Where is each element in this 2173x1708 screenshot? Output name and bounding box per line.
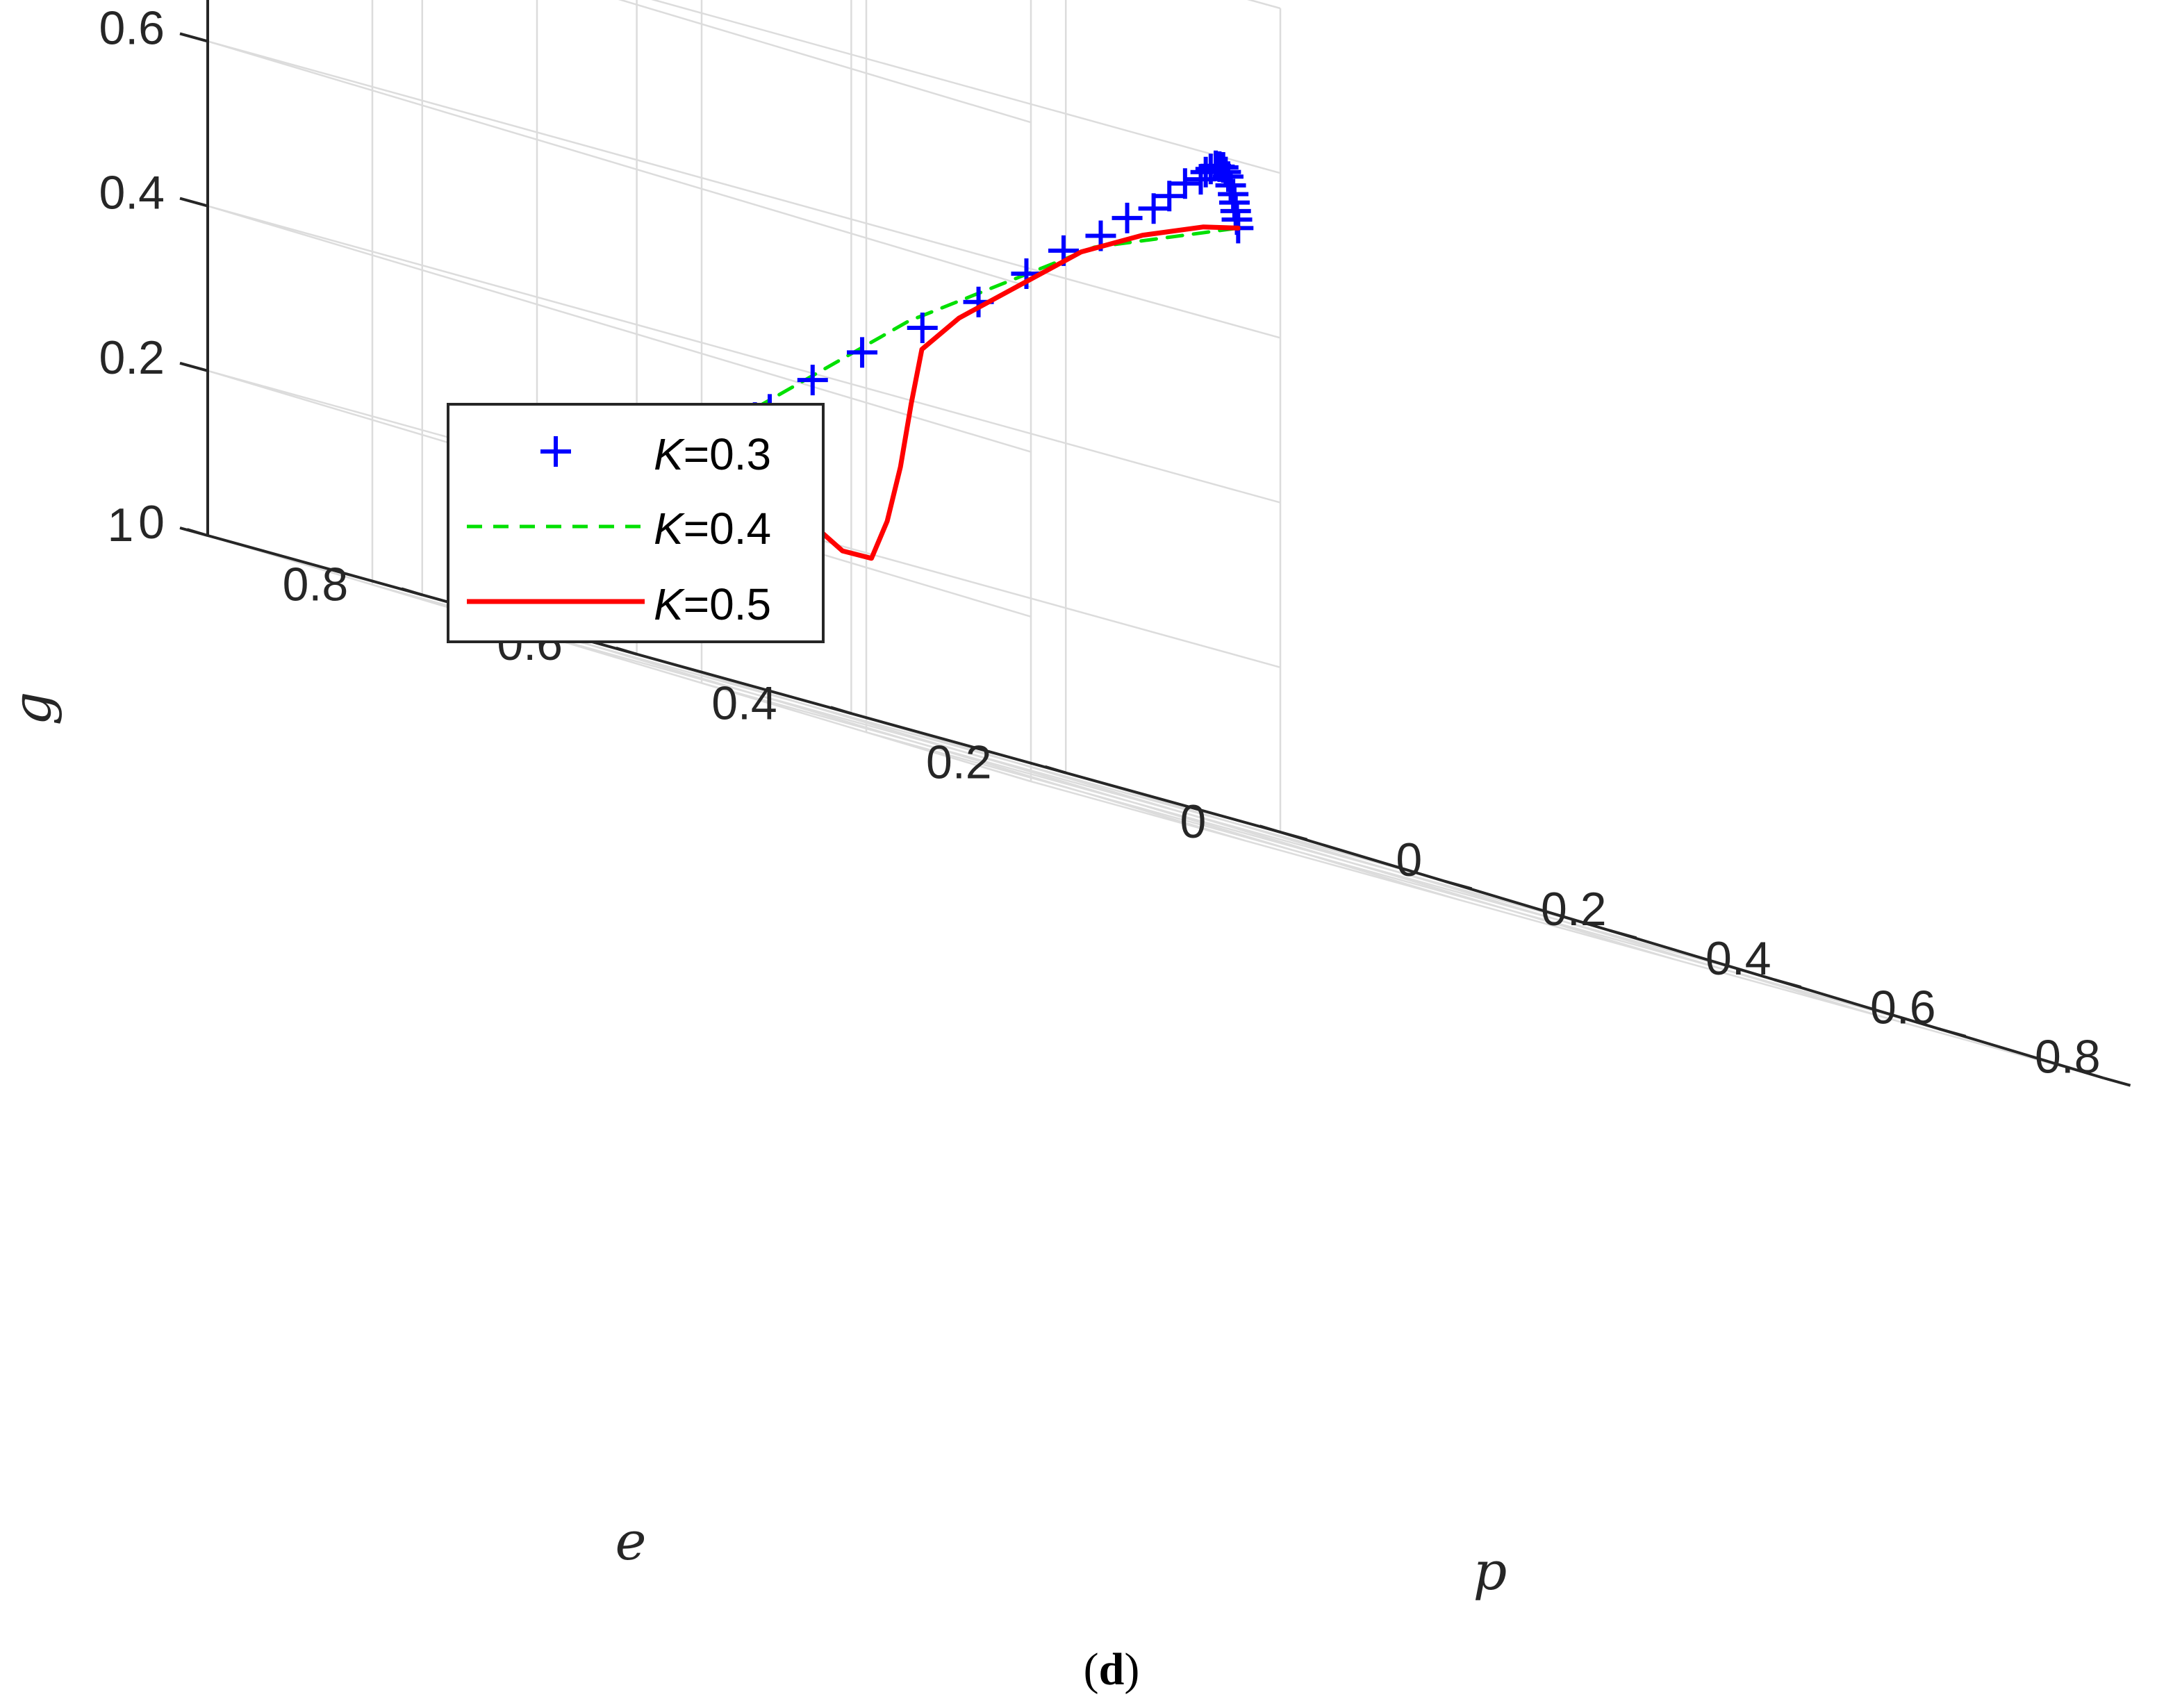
- legend-entry-2: K=0.5: [654, 579, 771, 629]
- grid-line-back-g: [207, 40, 1032, 288]
- series-marker-0: [1154, 181, 1185, 212]
- series-marker-0: [1210, 156, 1241, 188]
- series-marker-0: [1169, 168, 1200, 199]
- x-tick: [1938, 1027, 1967, 1038]
- grid-line-wall-g: [207, 40, 1281, 339]
- caption-letter: d: [1099, 1644, 1125, 1695]
- caption-open: (: [1084, 1644, 1099, 1695]
- y-tick-label: 0.8: [283, 558, 349, 611]
- y-tick: [1259, 824, 1281, 834]
- x-tick: [1444, 879, 1473, 890]
- y-axis-line: [207, 534, 1281, 834]
- legend-entry-1-value: =0.4: [684, 504, 771, 554]
- legend-sample-0: [540, 436, 571, 467]
- series-marker-0: [907, 312, 938, 343]
- y-tick-label: 0.2: [926, 736, 992, 789]
- legend-entry-2-value: =0.5: [684, 579, 771, 629]
- legend-entry-0-var: K: [654, 429, 686, 479]
- axis-lines: [179, 0, 2131, 1087]
- legend-entry-1-var: K: [654, 504, 686, 554]
- z-tick: [179, 527, 208, 537]
- y-tick-label: 0.4: [711, 677, 777, 729]
- legend-samples: [467, 436, 645, 604]
- series-marker-0: [847, 337, 878, 368]
- y-axis-label: e: [615, 1510, 647, 1572]
- legend-entry-0-value: =0.3: [684, 429, 771, 479]
- figure-caption: (d): [1084, 1644, 1140, 1695]
- grid-lines: [206, 0, 2104, 1079]
- tick-labels: 00.20.40.60.8100.20.40.60.8100.20.40.60.…: [99, 1, 2101, 1083]
- grid-line-floor-p: [701, 682, 1775, 981]
- x-tick-label: 0.6: [1870, 981, 1936, 1034]
- x-tick: [1609, 929, 1637, 940]
- series-line-1: [709, 226, 1240, 436]
- series-marker-0: [797, 365, 828, 396]
- y-tick-label: 1: [108, 499, 134, 552]
- y-tick: [1045, 765, 1066, 774]
- z-tick: [179, 32, 208, 43]
- z-tick-label: 0.2: [99, 331, 165, 384]
- caption-close: ): [1124, 1644, 1139, 1695]
- legend: K=0.3 K=0.4 K=0.5: [447, 403, 825, 643]
- series-marker-0: [1112, 202, 1143, 233]
- x-axis-line: [1280, 831, 2104, 1079]
- grid-line-floor-e: [207, 534, 1032, 783]
- series-marker-0: [1138, 193, 1169, 224]
- z-tick-label: 0.4: [99, 167, 165, 219]
- grid-line-wall-g: [207, 205, 1281, 504]
- x-tick-label: 0.4: [1705, 932, 1771, 985]
- x-tick: [1774, 978, 1802, 989]
- grid-line-back-g: [207, 205, 1032, 453]
- legend-entry-2-var: K: [654, 579, 686, 629]
- grid-line-wall-g: [1246, 0, 1281, 10]
- x-tick-label: 0: [1396, 834, 1422, 886]
- x-axis-label: p: [1473, 1540, 1507, 1602]
- x-tick: [2103, 1077, 2131, 1087]
- grid-line-floor-p: [536, 633, 1610, 931]
- y-tick: [830, 706, 852, 715]
- z-tick: [179, 197, 208, 208]
- z-tick-label: 0: [138, 496, 165, 549]
- grid-line-floor-p: [1030, 780, 2104, 1079]
- x-tick: [1280, 831, 1308, 841]
- y-tick-label: 0: [1180, 795, 1207, 848]
- z-tick-label: 0.6: [99, 1, 165, 54]
- series-line-2: [708, 224, 1241, 561]
- y-tick: [615, 647, 638, 656]
- grid-line-back-g: [618, 0, 1032, 124]
- z-tick: [179, 361, 208, 372]
- x-tick-label: 0.2: [1541, 883, 1607, 936]
- legend-entry-1: K=0.4: [654, 504, 771, 554]
- y-tick: [401, 587, 423, 597]
- legend-entry-0: K=0.3: [654, 429, 771, 479]
- grid-line-wall-g: [651, 0, 1281, 174]
- x-tick-label: 0.8: [2035, 1030, 2101, 1083]
- z-axis-label: g: [1, 692, 63, 726]
